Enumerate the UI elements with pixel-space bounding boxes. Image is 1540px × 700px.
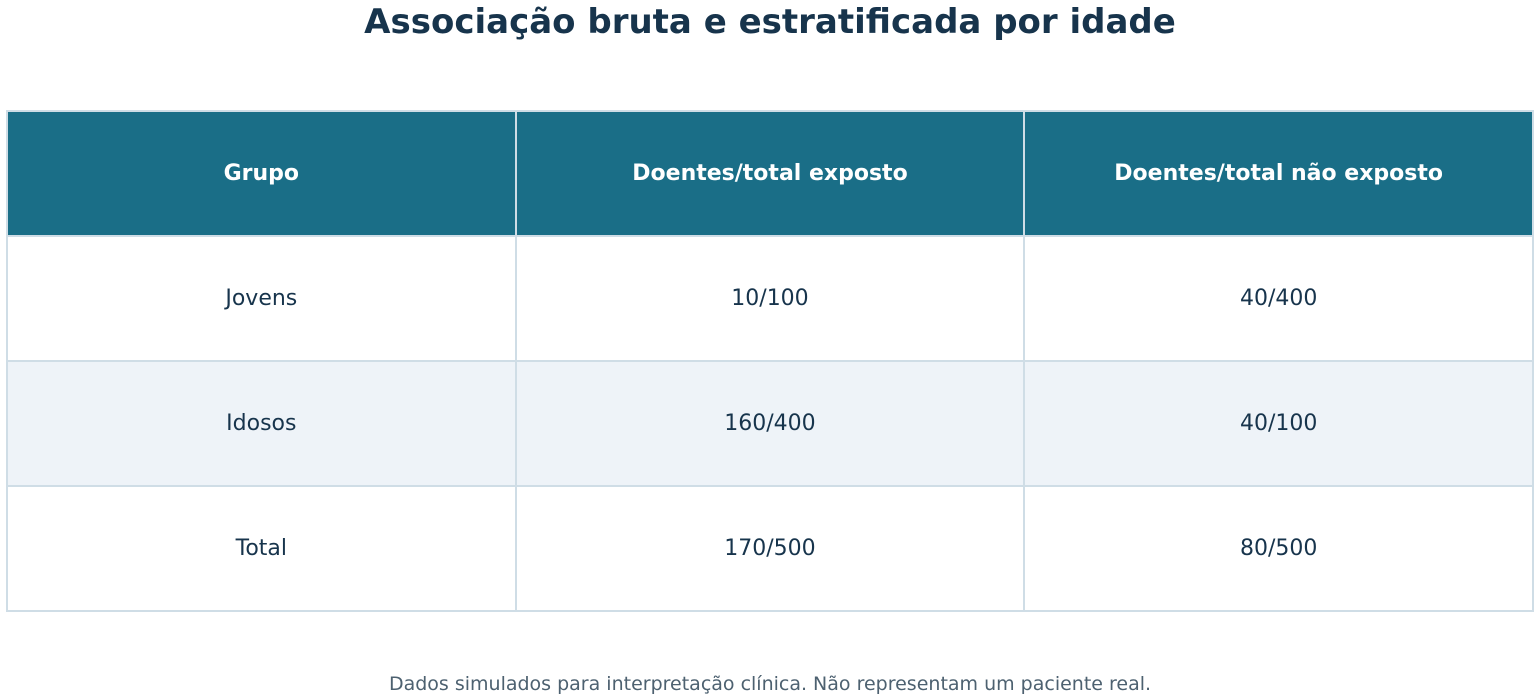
cell-group: Idosos — [6, 360, 517, 487]
table-row: Jovens 10/100 40/400 — [6, 235, 1534, 362]
header-row: Grupo Doentes/total exposto Doentes/tota… — [6, 110, 1534, 237]
cell-exposed: 10/100 — [514, 235, 1026, 362]
table-body: Jovens 10/100 40/400 Idosos 160/400 40/1… — [6, 235, 1534, 612]
cell-unexposed: 40/100 — [1023, 360, 1534, 487]
cell-exposed: 170/500 — [514, 485, 1026, 612]
table-header: Grupo Doentes/total exposto Doentes/tota… — [6, 110, 1534, 237]
cell-exposed: 160/400 — [514, 360, 1026, 487]
cell-group: Jovens — [6, 235, 517, 362]
table-row: Total 170/500 80/500 — [6, 485, 1534, 612]
column-header-grupo: Grupo — [6, 110, 517, 237]
footnote: Dados simulados para interpretação clíni… — [388, 673, 1152, 695]
cell-group: Total — [6, 485, 517, 612]
cell-unexposed: 80/500 — [1023, 485, 1534, 612]
cell-unexposed: 40/400 — [1023, 235, 1534, 362]
table-title: Associação bruta e estratificada por ida… — [364, 2, 1176, 42]
table-row: Idosos 160/400 40/100 — [6, 360, 1534, 487]
column-header-exposed: Doentes/total exposto — [514, 110, 1026, 237]
data-table: Grupo Doentes/total exposto Doentes/tota… — [6, 110, 1534, 612]
column-header-unexposed: Doentes/total não exposto — [1023, 110, 1534, 237]
data-table-container: Grupo Doentes/total exposto Doentes/tota… — [6, 110, 1534, 612]
